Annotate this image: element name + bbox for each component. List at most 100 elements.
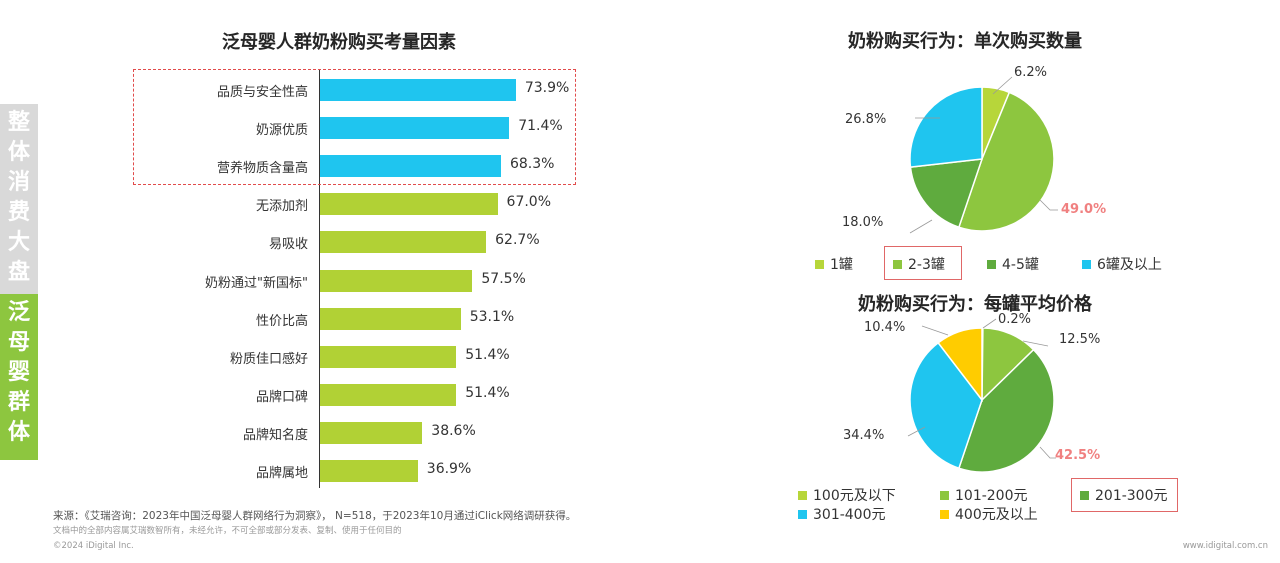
pie-leader-line — [921, 325, 949, 336]
pie-value-label: 42.5% — [1055, 448, 1101, 463]
legend-swatch — [987, 259, 996, 269]
legend-item: 4-5罐 — [987, 254, 1039, 274]
bar-category-label: 品牌口碑 — [255, 389, 308, 405]
pie-slice — [957, 91, 1055, 232]
legend-label: 2-3罐 — [908, 257, 945, 273]
pie2-title: 奶粉购买行为：每罐平均价格 — [858, 294, 1092, 315]
legend-label: 201-300元 — [1095, 488, 1168, 504]
side-tab-maternal-char: 母 — [7, 330, 30, 355]
bar-value-label: 57.5% — [481, 270, 526, 287]
pie-leader-line — [992, 76, 1013, 95]
bar-category-label: 奶粉通过"新国标" — [205, 275, 308, 291]
bar — [320, 383, 457, 406]
legend-highlight-box — [884, 246, 962, 280]
bar-category-label: 营养物质含量高 — [216, 161, 308, 177]
legend-swatch — [893, 259, 902, 269]
copyright: ©2024 iDigital Inc. — [53, 541, 134, 551]
side-tab-overall: 整体消费大盘 — [0, 104, 38, 298]
pie-value-label: 6.2% — [1014, 65, 1048, 80]
bar — [320, 421, 423, 444]
pie-value-label: 34.4% — [843, 428, 885, 443]
side-tab-maternal: 泛母婴群体 — [0, 294, 38, 460]
pie-chart-quantity — [909, 76, 1058, 234]
legend-swatch — [940, 490, 949, 500]
pie-leader-line — [909, 219, 933, 234]
legend-item: 101-200元 — [940, 485, 1028, 505]
bar-value-label: 36.9% — [426, 461, 472, 477]
legend-swatch — [798, 490, 807, 500]
pie-value-label: 26.8% — [845, 112, 887, 127]
side-tab-maternal-char: 体 — [7, 420, 30, 445]
bar-category-label: 品质与安全性高 — [216, 85, 308, 100]
legend-swatch — [940, 509, 949, 519]
pie-slice — [909, 158, 984, 229]
legend-item: 2-3罐 — [893, 254, 945, 274]
bar-value-label: 68.3% — [509, 156, 555, 173]
bar-category-label: 性价比高 — [255, 313, 308, 329]
bar-value-label: 73.9% — [524, 80, 570, 96]
legend-swatch — [798, 509, 807, 519]
pie-slice — [937, 327, 983, 403]
bar-category-label: 无添加剂 — [255, 199, 308, 215]
bar-category-label: 品牌知名度 — [242, 427, 308, 443]
bar-row: 品质与安全性高 73.9% — [130, 72, 600, 108]
bar-value-label: 51.4% — [465, 384, 510, 401]
legend-item: 1罐 — [815, 254, 853, 274]
side-tab-overall-char: 大 — [7, 230, 30, 255]
bar — [320, 79, 516, 101]
legend-item: 201-300元 — [1080, 485, 1168, 505]
legend-swatch — [1080, 490, 1089, 500]
legend-label: 400元及以上 — [955, 507, 1038, 523]
bar-row: 粉质佳口感好 51.4% — [130, 339, 600, 375]
legend-item: 6罐及以上 — [1082, 254, 1162, 274]
bar — [320, 269, 473, 292]
pie-value-label: 10.4% — [864, 320, 906, 335]
bar — [320, 231, 487, 254]
bar-chart-title: 泛母婴人群奶粉购买考量因素 — [222, 32, 456, 53]
site-url: www.idigital.com.cn — [1182, 541, 1268, 551]
bar — [320, 155, 501, 178]
pie-value-label: 18.0% — [842, 215, 884, 230]
pie-slice — [957, 348, 1055, 473]
bar-row: 品牌知名度 38.6% — [130, 415, 600, 451]
legend-item: 100元及以下 — [798, 485, 896, 505]
legend-label: 100元及以下 — [813, 488, 896, 504]
bar — [320, 345, 457, 368]
side-tab-overall-char: 消 — [7, 170, 30, 195]
legend-swatch — [815, 259, 824, 269]
pie1-title: 奶粉购买行为：单次购买数量 — [848, 31, 1082, 52]
source-note: 来源：《艾瑞咨询：2023年中国泛母婴人群网络行为洞察》， N=518，于202… — [53, 510, 577, 522]
legend-item: 400元及以上 — [940, 504, 1038, 524]
bar-row: 奶源优质 71.4% — [130, 110, 600, 146]
legend-swatch — [1082, 259, 1091, 269]
highlight-box — [133, 69, 576, 185]
pie-value-label: 49.0% — [1061, 202, 1107, 217]
bar-value-label: 67.0% — [506, 194, 552, 211]
side-tab-overall-char: 费 — [7, 200, 30, 225]
bar — [320, 193, 498, 216]
pie-leader-line — [1039, 446, 1056, 459]
bar — [320, 307, 461, 330]
pie-value-label: 0.2% — [998, 312, 1032, 327]
bar-row: 营养物质含量高 68.3% — [130, 148, 600, 184]
pie-value-label: 12.5% — [1059, 332, 1101, 347]
legend-highlight-box — [1071, 478, 1178, 512]
bar — [320, 117, 510, 140]
side-tab-maternal-char: 泛 — [7, 300, 30, 325]
bar-category-label: 易吸收 — [268, 237, 308, 253]
bar-value-label: 71.4% — [518, 118, 563, 135]
legend-item: 301-400元 — [798, 504, 886, 524]
legend-label: 101-200元 — [955, 488, 1028, 504]
side-tab-overall-char: 整 — [7, 110, 30, 135]
disclaimer: 文档中的全部内容属艾瑞数智所有，未经允许，不可全部或部分发表、复制、使用于任何目… — [53, 526, 402, 536]
bar-value-label: 53.1% — [469, 308, 515, 325]
legend-label: 1罐 — [830, 257, 853, 273]
bar-row: 易吸收 62.7% — [130, 224, 600, 260]
bar-value-label: 38.6% — [431, 422, 476, 439]
side-tab-maternal-char: 群 — [7, 390, 30, 415]
pie-leader-line — [1022, 340, 1049, 347]
bar-row: 性价比高 53.1% — [130, 301, 600, 337]
bar — [320, 460, 418, 482]
bar-value-label: 51.4% — [465, 346, 510, 363]
bar-category-label: 品牌属地 — [255, 466, 308, 481]
